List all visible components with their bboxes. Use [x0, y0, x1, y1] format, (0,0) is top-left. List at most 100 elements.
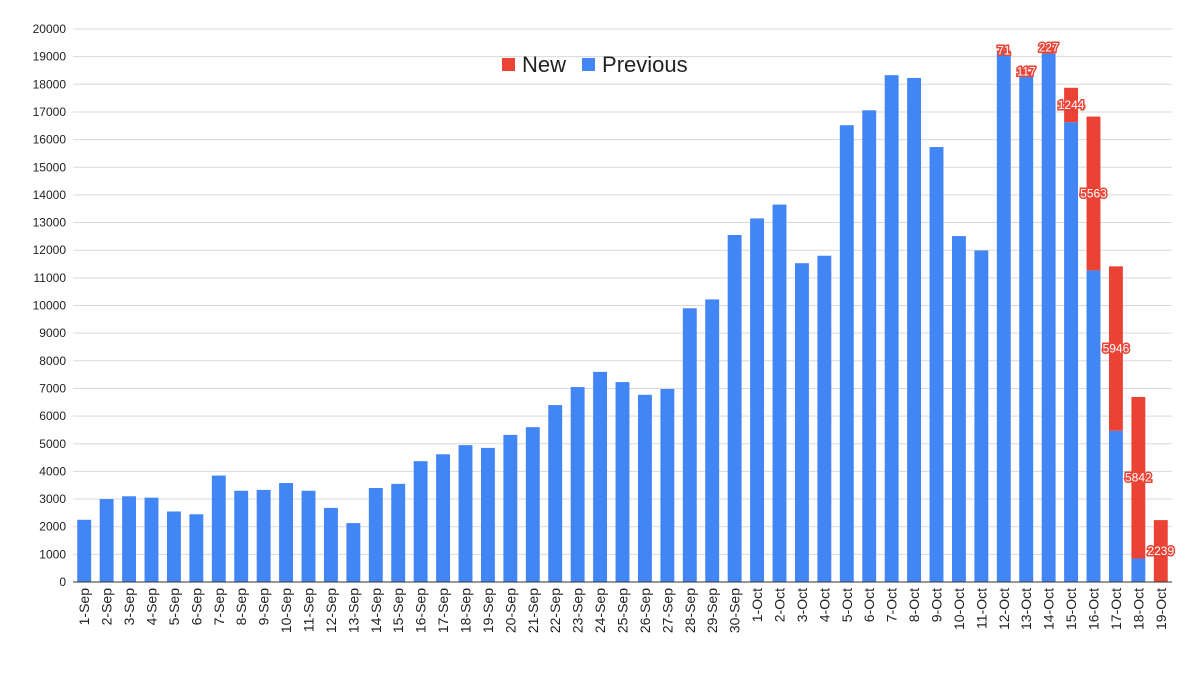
x-tick-label: 14-Oct: [1041, 588, 1057, 630]
bar-previous: [1131, 558, 1146, 582]
bar-previous: [772, 204, 787, 582]
bar-new: [1153, 520, 1168, 582]
x-tick-label: 4-Sep: [144, 588, 160, 626]
gridlines: [73, 28, 1172, 555]
bar-new: [1086, 116, 1101, 271]
x-tick-label: 8-Oct: [906, 588, 922, 622]
bar-previous: [817, 255, 832, 583]
bar-previous: [279, 483, 294, 582]
x-tick-label: 19-Oct: [1153, 588, 1169, 630]
x-tick-label: 18-Sep: [458, 588, 474, 633]
y-tick-label: 11000: [34, 271, 67, 285]
bar-previous: [862, 110, 877, 582]
x-tick-label: 17-Sep: [435, 588, 451, 633]
x-tick-label: 18-Oct: [1130, 588, 1146, 630]
y-tick-label: 9000: [39, 326, 66, 340]
data-label: 1244: [1058, 98, 1085, 112]
x-tick-label: 1-Sep: [76, 588, 92, 626]
x-tick-label: 6-Sep: [188, 588, 204, 626]
x-tick-label: 4-Oct: [816, 588, 832, 622]
x-tick-label: 22-Sep: [547, 588, 563, 633]
y-tick-label: 1000: [39, 547, 66, 561]
bar-previous: [615, 382, 630, 582]
x-tick-label: 19-Sep: [480, 588, 496, 633]
legend-label: Previous: [602, 52, 688, 77]
x-axis-tick-labels: 1-Sep 2-Sep 3-Sep 4-Sep 5-Sep 6-Sep 7-Sep 8-Sep…: [76, 588, 1169, 633]
legend-swatch: [502, 58, 515, 71]
bar-previous: [211, 475, 226, 582]
x-tick-label: 23-Sep: [570, 588, 586, 633]
bar-previous: [974, 250, 989, 582]
legend-label: New: [522, 52, 566, 77]
bar-previous: [727, 234, 742, 582]
y-tick-label: 7000: [39, 381, 66, 395]
bar-previous: [301, 490, 316, 582]
bar-previous: [794, 263, 809, 582]
bar-previous: [1041, 53, 1056, 582]
x-tick-label: 28-Sep: [682, 588, 698, 633]
x-tick-label: 25-Sep: [615, 588, 631, 633]
data-label: 71: [997, 44, 1011, 58]
bar-previous: [166, 511, 181, 582]
y-tick-label: 12000: [33, 243, 67, 257]
x-tick-label: 2-Sep: [99, 588, 115, 626]
bars: [77, 47, 1168, 583]
bar-previous: [548, 405, 563, 582]
x-tick-label: 17-Oct: [1108, 588, 1124, 630]
bar-previous: [346, 523, 361, 582]
y-tick-label: 16000: [33, 133, 67, 147]
bar-new: [1064, 87, 1079, 123]
data-label: 2239: [1147, 544, 1174, 558]
bar-previous: [682, 308, 697, 582]
bar-previous: [1108, 430, 1123, 582]
bar-previous: [996, 52, 1011, 582]
bar-previous: [99, 499, 114, 582]
bar-previous: [480, 447, 495, 582]
x-tick-label: 1-Oct: [749, 588, 765, 622]
bar-previous: [77, 519, 92, 582]
x-tick-label: 13-Oct: [1018, 588, 1034, 630]
y-tick-label: 10000: [33, 299, 67, 313]
x-tick-label: 7-Sep: [211, 588, 227, 626]
y-tick-label: 5000: [39, 437, 66, 451]
y-tick-label: 19000: [33, 50, 67, 64]
bar-previous: [189, 514, 204, 582]
data-label: 227: [1039, 40, 1059, 54]
data-label: 5842: [1125, 471, 1152, 485]
bar-previous: [256, 489, 271, 582]
bar-new: [1019, 71, 1034, 75]
x-tick-label: 16-Oct: [1086, 588, 1102, 630]
x-tick-label: 26-Sep: [637, 588, 653, 633]
x-tick-label: 9-Sep: [256, 588, 272, 626]
y-tick-label: 4000: [39, 464, 66, 478]
x-tick-label: 11-Sep: [301, 588, 317, 632]
x-tick-label: 21-Sep: [525, 588, 541, 633]
bar-previous: [570, 387, 585, 582]
bar-previous: [413, 461, 428, 582]
bar-previous: [144, 497, 159, 582]
bar-previous: [234, 490, 249, 582]
data-label: 5946: [1103, 342, 1130, 356]
bar-previous: [458, 445, 473, 582]
bar-new: [1131, 396, 1146, 559]
y-tick-label: 17000: [33, 105, 67, 119]
bar-new: [996, 50, 1011, 53]
bar-previous: [593, 371, 608, 582]
x-tick-label: 3-Oct: [794, 588, 810, 622]
y-tick-label: 2000: [39, 520, 66, 534]
x-tick-label: 5-Sep: [166, 588, 182, 626]
y-tick-label: 0: [59, 575, 66, 589]
bar-previous: [323, 507, 338, 582]
x-tick-label: 2-Oct: [772, 588, 788, 622]
bar-new: [1041, 47, 1056, 54]
x-tick-label: 8-Sep: [233, 588, 249, 626]
x-tick-label: 11-Oct: [973, 588, 989, 629]
legend: New Previous: [502, 52, 688, 77]
bar-previous: [1086, 270, 1101, 582]
y-tick-label: 13000: [33, 216, 67, 230]
bar-previous: [525, 427, 540, 582]
x-tick-label: 24-Sep: [592, 588, 608, 633]
bar-previous: [907, 77, 922, 583]
x-tick-label: 12-Sep: [323, 588, 339, 633]
